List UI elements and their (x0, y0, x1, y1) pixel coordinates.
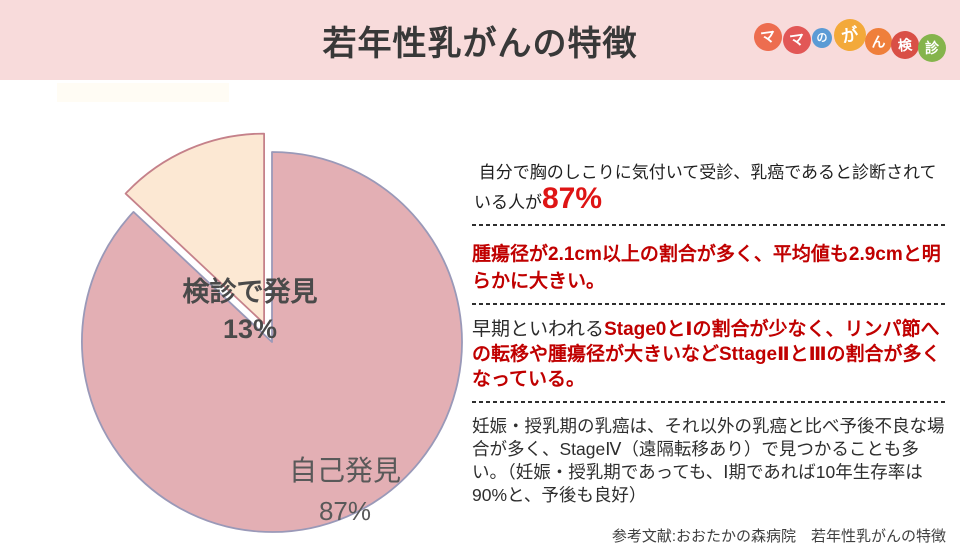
note-block-self-discovery: 自分で胸のしこりに気付いて受診、乳癌であると診断されている人が87% (472, 158, 948, 224)
notes-column: 自分で胸のしこりに気付いて受診、乳癌であると診断されている人が87% 腫瘍径が2.… (472, 158, 948, 546)
note-text-plain: 早期といわれる (472, 319, 605, 340)
pie-label-self-category: 自己発見 (288, 455, 401, 486)
dashed-divider (472, 401, 948, 403)
pie-label-self-percent: 87% (318, 496, 372, 527)
note-text-red: Stage0とⅠの割合が少なく、リンパ節への転移や腫瘍径が大きいなどSttage… (472, 319, 941, 390)
reference-footer: 参考文献:おおたかの森病院 若年性乳がんの特徴 (611, 528, 946, 545)
pie-label-screening: 検診で発見 13% (120, 277, 380, 345)
logo-char-6: 診 (918, 34, 946, 62)
page-title: 若年性乳がんの特徴 (322, 24, 638, 63)
pie-label-screening-percent: 13% (222, 314, 278, 345)
pie-label-self: 自己発見 87% (265, 455, 425, 527)
mama-gan-kenshin-logo: ママのがん検診 (746, 16, 951, 65)
pie-svg (81, 132, 463, 533)
logo-char-3: が (831, 16, 869, 54)
pie-label-screening-category: 検診で発見 (182, 277, 318, 307)
pie-slice-screening (124, 132, 265, 325)
note-block-stage-distribution: 早期といわれるStage0とⅠの割合が少なく、リンパ節への転移や腫瘍径が大きいな… (472, 317, 948, 401)
header: 若年性乳がんの特徴 ママのがん検診 (0, 0, 960, 80)
note-text-plain: 妊娠・授乳期の乳癌は、それ以外の乳癌と比べ予後不良な場合が多く、StageⅣ（遠… (472, 416, 945, 505)
pie-chart: 検診で発見 13% 自己発見 87% (35, 105, 495, 550)
logo-char-0: マ (752, 21, 784, 53)
logo-char-4: ん (865, 28, 892, 55)
dashed-divider (472, 224, 948, 226)
note-text-huge-red: 87% (542, 182, 603, 215)
note-block-tumor-size: 腫瘍径が2.1cm以上の割合が多く、平均値も2.9cmと明らかに大きい。 (472, 241, 948, 303)
logo-char-2: の (812, 28, 832, 48)
dashed-divider (472, 303, 948, 305)
logo-char-1: マ (781, 24, 813, 56)
pie-slice-self-discovery (81, 151, 463, 533)
note-block-pregnancy-lactation: 妊娠・授乳期の乳癌は、それ以外の乳癌と比べ予後不良な場合が多く、StageⅣ（遠… (472, 415, 948, 507)
logo-char-5: 検 (889, 29, 921, 61)
decorative-rectangle (57, 83, 229, 102)
note-text-plain: 自分で胸のしこりに気付いて受診、乳癌であると診断されている人が (474, 163, 937, 212)
note-text-red: 腫瘍径が2.1cm以上の割合が多く、平均値も2.9cmと明らかに大きい。 (472, 244, 941, 292)
